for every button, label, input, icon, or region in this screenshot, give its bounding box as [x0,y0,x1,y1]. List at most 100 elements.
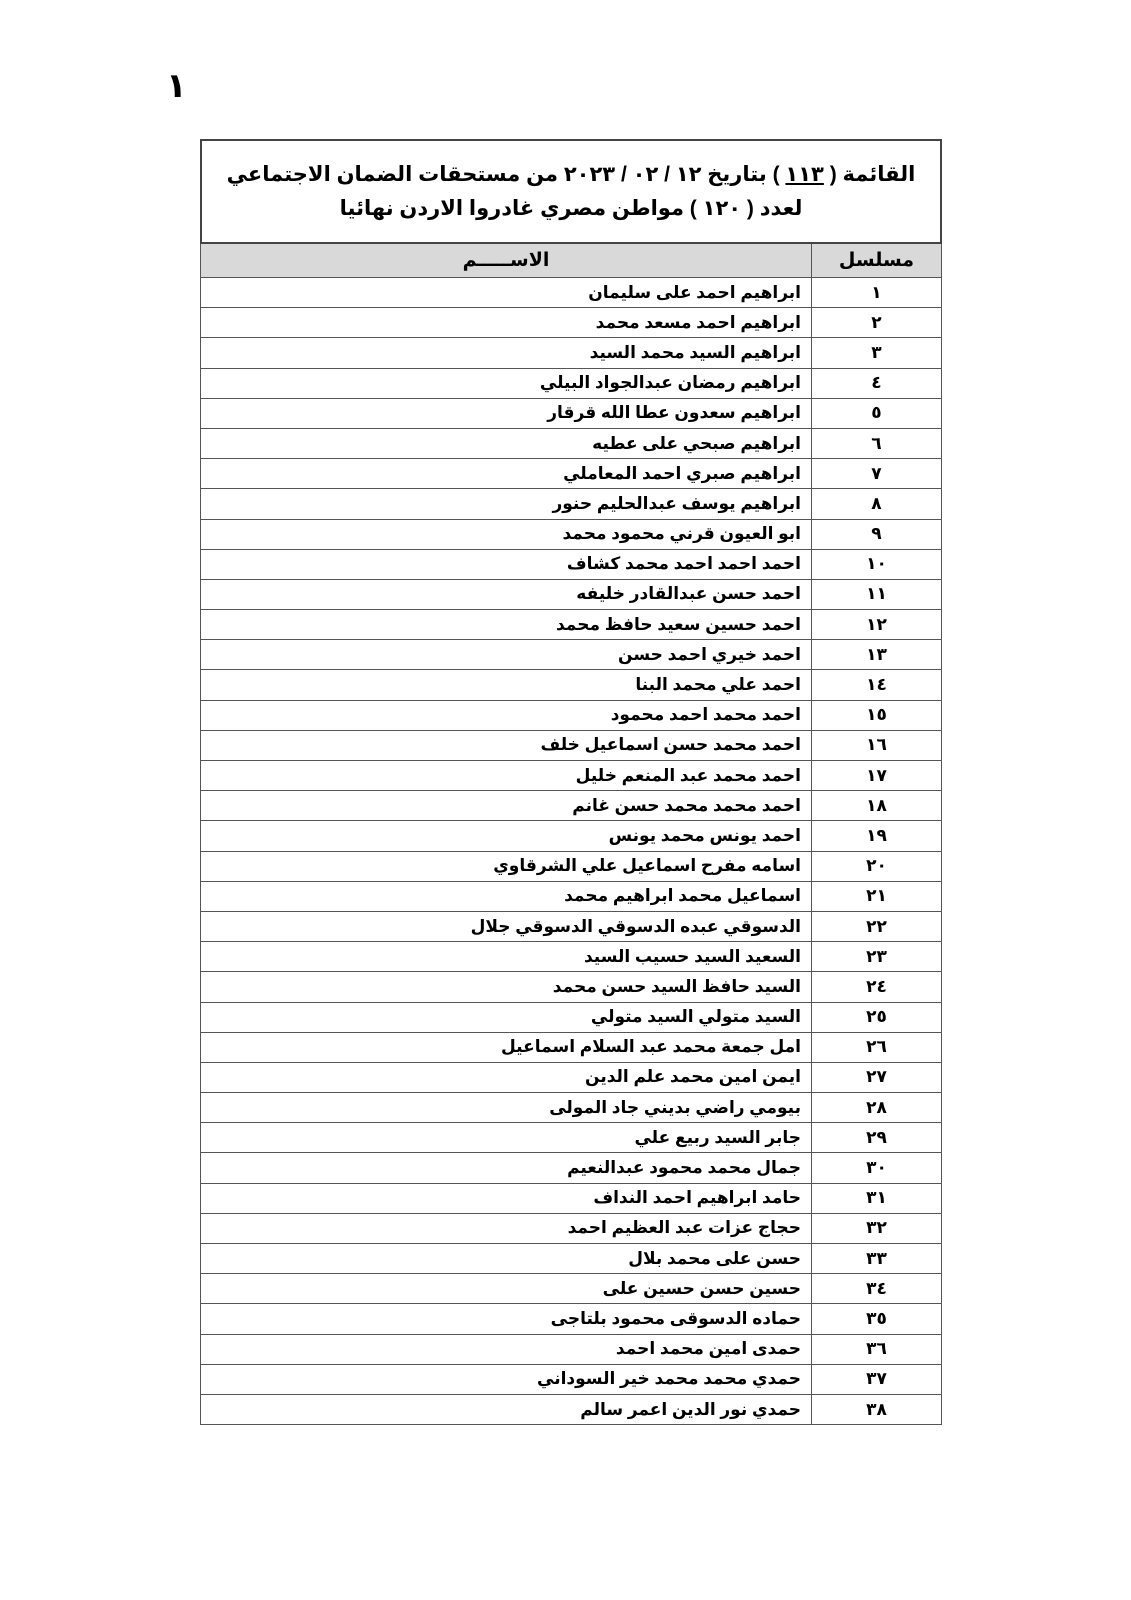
column-header-name: الاســـــم [200,242,812,278]
table-row: ٢٠ اسامه مفرح اسماعيل علي الشرقاوي [200,850,942,882]
name-cell: ابراهيم السيد محمد السيد [200,337,812,369]
table-row: ٢٥ السيد متولي السيد متولي [200,1001,942,1033]
table-row: ٢٩ جابر السيد ربيع علي [200,1122,942,1154]
name-cell: السيد متولي السيد متولي [200,1001,812,1033]
name-cell: امل جمعة محمد عبد السلام اسماعيل [200,1031,812,1063]
table-row: ٢٨ بيومي راضي بديني جاد المولى [200,1092,942,1124]
serial-cell: ٨ [811,488,942,520]
table-row: ٣٧ حمدي محمد محمد خير السوداني [200,1363,942,1395]
table-row: ٣ ابراهيم السيد محمد السيد [200,337,942,369]
serial-cell: ١٨ [811,790,942,822]
table-header-row: مسلسل الاســـــم [200,242,942,278]
name-cell: ابراهيم سعدون عطا الله قرقار [200,397,812,429]
table-row: ٣٨ حمدي نور الدين اعمر سالم [200,1393,942,1426]
table-row: ١٢ احمد حسين سعيد حافظ محمد [200,609,942,641]
serial-cell: ٢٦ [811,1031,942,1063]
name-cell: ابراهيم صبحي على عطيه [200,427,812,460]
serial-cell: ٣٠ [811,1152,942,1184]
serial-cell: ٦ [811,427,942,460]
serial-cell: ٢٥ [811,1001,942,1033]
name-cell: احمد حسين سعيد حافظ محمد [200,609,812,641]
serial-cell: ٧ [811,458,942,490]
serial-cell: ٢٨ [811,1092,942,1124]
serial-cell: ٣٨ [811,1393,942,1426]
table-row: ١٠ احمد احمد احمد محمد كشاف [200,548,942,580]
name-cell: ابراهيم صبري احمد المعاملي [200,458,812,490]
serial-cell: ١٩ [811,820,942,852]
title-line-2: لعدد ( ١٢٠ ) مواطن مصري غادروا الاردن نه… [339,196,803,220]
table-row: ٣٦ حمدى امين محمد احمد [200,1333,942,1365]
name-cell: جابر السيد ربيع علي [200,1122,812,1154]
serial-cell: ٣٢ [811,1212,942,1245]
serial-cell: ١ [811,276,942,309]
table-row: ٣٥ حماده الدسوقى محمود بلتاجى [200,1303,942,1335]
serial-cell: ٣٣ [811,1242,942,1275]
list-title: القائمة ( ١١٣ ) بتاريخ ١٢ / ٠٢ / ٢٠٢٣ من… [200,139,942,242]
table-row: ١٧ احمد محمد عبد المنعم خليل [200,759,942,792]
name-cell: حماده الدسوقى محمود بلتاجى [200,1303,812,1335]
name-cell: حمدى امين محمد احمد [200,1333,812,1365]
name-cell: السيد حافظ السيد حسن محمد [200,971,812,1003]
table-row: ٢٦ امل جمعة محمد عبد السلام اسماعيل [200,1031,942,1063]
title-prefix: القائمة ( [829,162,916,186]
table-row: ١٤ احمد علي محمد البنا [200,669,942,701]
list-number: ١١٣ [785,162,824,186]
name-cell: ابراهيم رمضان عبدالجواد البيلي [200,367,812,399]
name-cell: ابراهيم يوسف عبدالحليم حنور [200,488,812,520]
name-cell: حامد ابراهيم احمد النداف [200,1182,812,1214]
table-row: ٢١ اسماعيل محمد ابراهيم محمد [200,880,942,912]
name-cell: احمد يونس محمد يونس [200,820,812,852]
table-row: ٧ ابراهيم صبري احمد المعاملي [200,458,942,490]
table-row: ٢٢ الدسوقي عبده الدسوقي الدسوقي جلال [200,910,942,943]
serial-cell: ٢٤ [811,971,942,1003]
serial-cell: ١٤ [811,669,942,701]
serial-cell: ١٧ [811,759,942,792]
name-cell: احمد محمد عبد المنعم خليل [200,759,812,792]
table-row: ٣١ حامد ابراهيم احمد النداف [200,1182,942,1214]
serial-cell: ٤ [811,367,942,399]
table-row: ٢ ابراهيم احمد مسعد محمد [200,307,942,339]
name-cell: اسماعيل محمد ابراهيم محمد [200,880,812,912]
serial-cell: ٣٧ [811,1363,942,1395]
name-cell: احمد علي محمد البنا [200,669,812,701]
table-row: ١٥ احمد محمد احمد محمود [200,699,942,731]
serial-cell: ٢٠ [811,850,942,882]
title-suffix: ) بتاريخ ١٢ / ٠٢ / ٢٠٢٣ من مستحقات الضما… [226,162,780,186]
serial-cell: ١٥ [811,699,942,731]
serial-cell: ٣٦ [811,1333,942,1365]
name-cell: حمدي نور الدين اعمر سالم [200,1393,812,1426]
serial-cell: ١١ [811,578,942,611]
document-table-container: القائمة ( ١١٣ ) بتاريخ ١٢ / ٠٢ / ٢٠٢٣ من… [200,139,942,1426]
table-row: ١١ احمد حسن عبدالقادر خليفه [200,578,942,611]
table-row: ٣٢ حجاج عزات عبد العظيم احمد [200,1212,942,1245]
name-cell: الدسوقي عبده الدسوقي الدسوقي جلال [200,910,812,943]
table-row: ٢٤ السيد حافظ السيد حسن محمد [200,971,942,1003]
serial-cell: ٢ [811,307,942,339]
name-cell: حسن على محمد بلال [200,1242,812,1275]
table-row: ٤ ابراهيم رمضان عبدالجواد البيلي [200,367,942,399]
name-cell: ايمن امين محمد علم الدين [200,1061,812,1094]
table-row: ١ ابراهيم احمد على سليمان [200,276,942,309]
name-cell: احمد محمد محمد حسن غانم [200,790,812,822]
serial-cell: ١٠ [811,548,942,580]
name-cell: احمد خيري احمد حسن [200,639,812,671]
serial-cell: ١٢ [811,609,942,641]
table-row: ٨ ابراهيم يوسف عبدالحليم حنور [200,488,942,520]
name-cell: حسين حسن حسين على [200,1273,812,1305]
table-row: ٦ ابراهيم صبحي على عطيه [200,427,942,460]
name-cell: السعيد السيد حسيب السيد [200,941,812,973]
name-cell: ابراهيم احمد على سليمان [200,276,812,309]
table-row: ٢٧ ايمن امين محمد علم الدين [200,1061,942,1094]
table-row: ٣٠ جمال محمد محمود عبدالنعيم [200,1152,942,1184]
serial-cell: ٢٩ [811,1122,942,1154]
serial-cell: ٢١ [811,880,942,912]
serial-cell: ١٦ [811,729,942,762]
table-row: ١٩ احمد يونس محمد يونس [200,820,942,852]
name-cell: حمدي محمد محمد خير السوداني [200,1363,812,1395]
name-cell: احمد احمد احمد محمد كشاف [200,548,812,580]
name-cell: حجاج عزات عبد العظيم احمد [200,1212,812,1245]
name-cell: جمال محمد محمود عبدالنعيم [200,1152,812,1184]
name-cell: احمد حسن عبدالقادر خليفه [200,578,812,611]
table-row: ١٨ احمد محمد محمد حسن غانم [200,790,942,822]
table-row: ١٦ احمد محمد حسن اسماعيل خلف [200,729,942,762]
